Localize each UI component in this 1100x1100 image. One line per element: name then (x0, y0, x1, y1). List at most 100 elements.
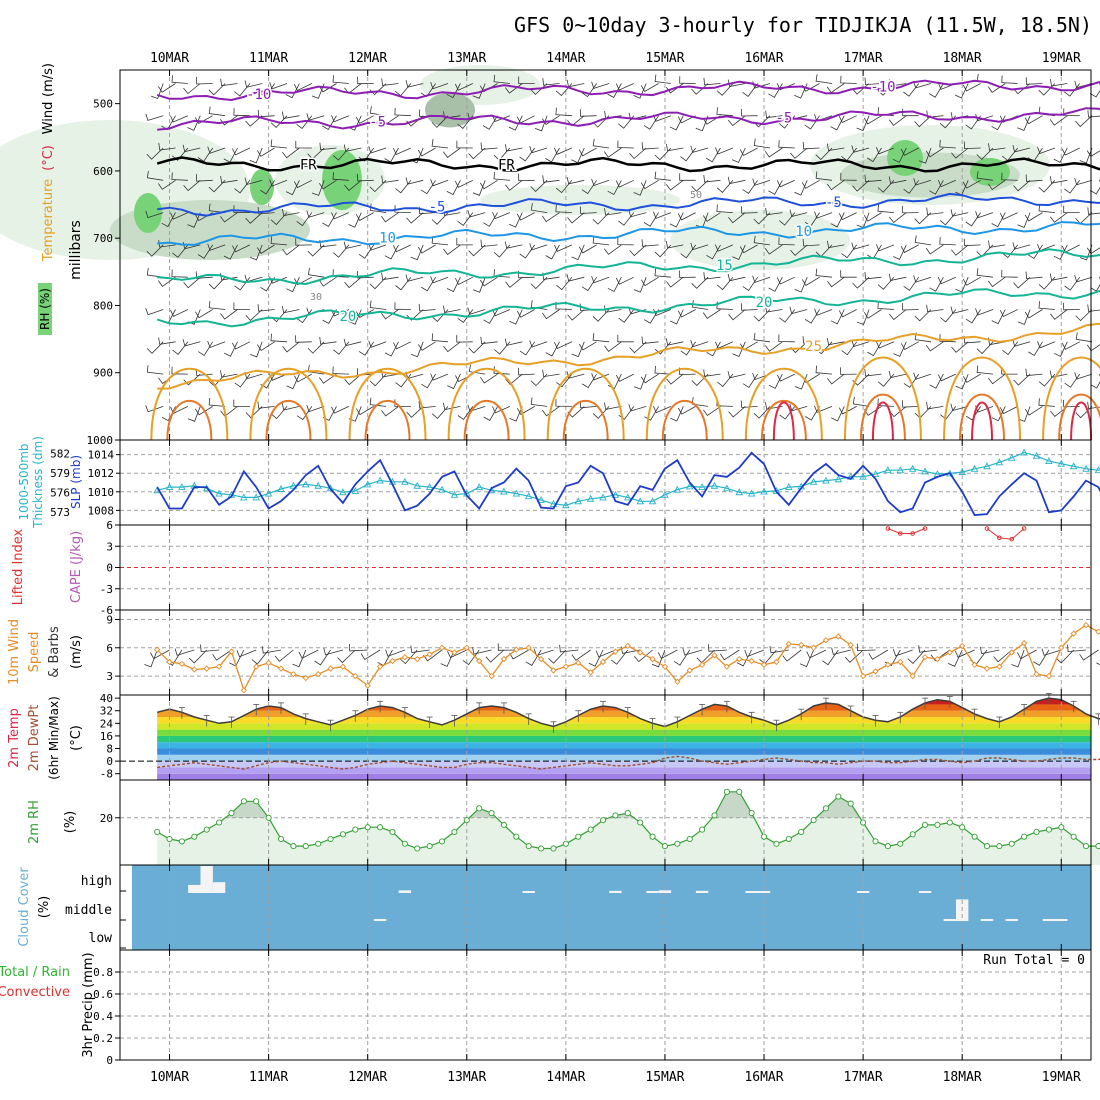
isotherm-label: 10 (795, 224, 812, 240)
upper-wind-barb (939, 237, 956, 246)
lifted-index-point (910, 531, 915, 536)
wind10m-barb (1096, 662, 1100, 666)
upper-wind-barb (410, 244, 424, 261)
rh2m-point (674, 840, 681, 847)
upper-wind-barb (516, 309, 535, 318)
cloud-bar-high (745, 891, 758, 893)
upper-wind-barb (963, 141, 981, 150)
upper-wind-barb (976, 268, 994, 278)
wind10m-barb (385, 649, 406, 657)
upper-wind-barb (344, 276, 362, 289)
wind10m-barb (954, 649, 975, 658)
bottom-date-14MAR: 14MAR (546, 1070, 585, 1085)
upper-wind-barb (741, 206, 758, 214)
wind10m-point (723, 663, 731, 670)
upper-wind-barb (877, 276, 895, 290)
upper-wind-barb (369, 106, 387, 117)
upper-wind-barb (281, 403, 300, 411)
temp-band (157, 729, 1091, 736)
pressure-axis-label: millibars (68, 220, 84, 280)
rh2m-point (154, 828, 161, 835)
upper-wind-barb (666, 276, 684, 288)
upper-wind-barb (467, 307, 486, 315)
upper-wind-barb (592, 333, 610, 343)
upper-wind-barb (999, 309, 1018, 318)
upper-wind-barb (864, 271, 882, 280)
upper-wind-barb (988, 143, 1006, 151)
upper-wind-barb (232, 244, 251, 253)
bottom-date-labels: 10MAR 11MAR 12MAR 13MAR 14MAR 15MAR 16MAR 17MAR… (150, 1070, 1081, 1085)
upper-wind-barb (654, 268, 671, 278)
upper-wind-barb (654, 365, 671, 375)
upper-wind-barb (764, 147, 783, 158)
wind10m-barb (440, 649, 455, 667)
wind10m-barb (509, 649, 529, 660)
wind10m-point (971, 661, 978, 668)
thickness-point (376, 476, 384, 484)
wind10m-point (513, 646, 520, 653)
wind-tick-6: 6 (106, 642, 113, 655)
upper-wind-barb (442, 147, 461, 158)
upper-wind-barb (670, 309, 684, 325)
rh2m-point (364, 824, 371, 831)
upper-wind-barb (529, 340, 548, 348)
upper-wind-barb (331, 212, 350, 220)
upper-wind-barb (245, 309, 263, 321)
upper-wind-barb (431, 115, 449, 128)
wind10m-point (215, 663, 223, 670)
upper-wind-barb (249, 147, 263, 164)
upper-wind-barb (208, 397, 226, 407)
upper-wind-barb (183, 83, 201, 95)
pressure-tick-1000: 1000 (87, 434, 114, 447)
rh2m-point (525, 843, 532, 850)
upper-wind-barb (219, 115, 238, 126)
rh2m-point (822, 805, 830, 812)
upper-wind-barb (716, 276, 734, 291)
thickness-point (165, 483, 174, 490)
upper-wind-barb (962, 373, 981, 383)
upper-wind-barb (405, 274, 424, 282)
upper-wind-barb (384, 341, 399, 357)
rh2m-point (277, 835, 285, 843)
upper-wind-barb (529, 145, 548, 154)
upper-wind-barb (987, 276, 1006, 288)
upper-wind-barb (838, 309, 857, 318)
upper-wind-barb (851, 242, 870, 250)
isotherm-15 (157, 248, 1100, 286)
upper-wind-barb (307, 244, 325, 257)
upper-wind-barb (830, 212, 845, 228)
upper-wind-barb (929, 373, 944, 389)
upper-wind-barb (333, 244, 350, 258)
upper-wind-barb (530, 397, 548, 407)
wind10m-point (537, 655, 545, 663)
upper-wind-barb (472, 180, 486, 196)
upper-wind-barb (929, 277, 944, 292)
upper-wind-barb (270, 333, 288, 343)
wind10m-barb (682, 648, 703, 656)
wind10m-point (996, 663, 1003, 670)
lifted-tick: 3 (106, 540, 113, 553)
upper-wind-barb (1012, 145, 1031, 153)
wind10m-point (760, 661, 768, 668)
rh2m-point (711, 812, 718, 819)
upper-wind-barb (753, 235, 771, 246)
upper-wind-barb (888, 79, 907, 87)
rh2m-point (872, 838, 879, 845)
rh2m-point (451, 828, 458, 835)
upper-wind-barb (505, 179, 523, 191)
wind10m-point (921, 654, 929, 661)
rh-legend-swatch (38, 283, 52, 335)
thickness-point (240, 493, 248, 501)
temp-tick: 0 (106, 755, 113, 768)
temp-band (157, 767, 1091, 774)
upper-wind-barb (146, 341, 164, 354)
upper-wind-barb (617, 237, 634, 246)
upper-wind-barb (530, 300, 548, 310)
isotherm-label: 25 (805, 339, 822, 355)
upper-wind-barb (677, 212, 696, 221)
upper-wind-barb (393, 244, 412, 253)
upper-wind-barb (1049, 273, 1068, 281)
upper-wind-barb (493, 171, 510, 181)
upper-wind-barb (893, 341, 907, 357)
upper-wind-barb (633, 277, 647, 293)
